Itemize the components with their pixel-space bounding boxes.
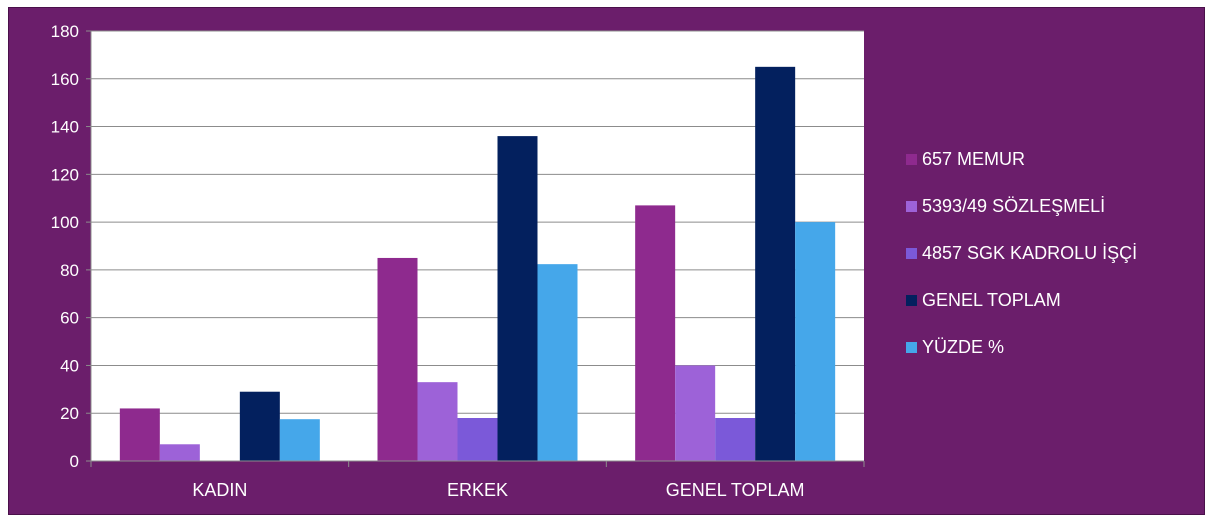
y-tick-label: 20 (60, 404, 79, 423)
chart-frame: 0 20 40 60 80 100 120 140 160 180 KADIN ERKEK GENEL… (8, 7, 1205, 515)
y-tick-label: 180 (51, 22, 79, 41)
x-category-label: ERKEK (447, 480, 508, 500)
legend-swatch (906, 154, 917, 165)
bars (119, 66, 836, 462)
x-axis-categories: KADIN ERKEK GENEL TOPLAM (90, 461, 865, 500)
legend: 657 MEMUR 5393/49 SÖZLEŞMELİ 4857 SGK KADR… (906, 149, 1137, 357)
legend-label: YÜZDE % (922, 337, 1004, 357)
legend-swatch (906, 248, 917, 259)
bar-1-2 (457, 418, 498, 461)
bar-0-4 (279, 419, 320, 461)
x-category-label: KADIN (192, 480, 247, 500)
bar-2-1 (675, 365, 716, 461)
y-axis-ticks: 0 20 40 60 80 100 120 140 160 180 (51, 22, 91, 471)
bar-chart: 0 20 40 60 80 100 120 140 160 180 KADIN ERKEK GENEL… (51, 22, 1137, 500)
bar-0-0 (119, 408, 160, 461)
y-tick-label: 80 (60, 261, 79, 280)
legend-swatch (906, 342, 917, 353)
bar-2-3 (755, 66, 796, 462)
legend-swatch (906, 295, 917, 306)
bar-0-1 (159, 444, 200, 461)
y-tick-label: 0 (70, 452, 79, 471)
bar-1-1 (417, 382, 458, 461)
legend-label: 5393/49 SÖZLEŞMELİ (922, 196, 1105, 216)
y-tick-label: 140 (51, 118, 79, 137)
axes (90, 31, 864, 462)
legend-label: 657 MEMUR (922, 149, 1025, 169)
bar-2-2 (715, 418, 756, 461)
bar-0-3 (239, 391, 280, 461)
x-category-label: GENEL TOPLAM (666, 480, 805, 500)
y-tick-label: 60 (60, 309, 79, 328)
y-tick-label: 160 (51, 70, 79, 89)
bar-2-4 (795, 222, 836, 461)
y-tick-label: 40 (60, 356, 79, 375)
legend-label: 4857 SGK KADROLU İŞÇİ (922, 243, 1137, 263)
bar-2-0 (635, 205, 676, 461)
plot-background (91, 31, 864, 461)
bar-1-4 (537, 264, 578, 461)
plot-area (91, 31, 864, 461)
bar-1-3 (497, 136, 538, 461)
bar-1-0 (377, 257, 418, 461)
y-tick-label: 120 (51, 165, 79, 184)
legend-swatch (906, 201, 917, 212)
y-tick-label: 100 (51, 213, 79, 232)
legend-label: GENEL TOPLAM (922, 290, 1061, 310)
gridlines (91, 30, 864, 414)
